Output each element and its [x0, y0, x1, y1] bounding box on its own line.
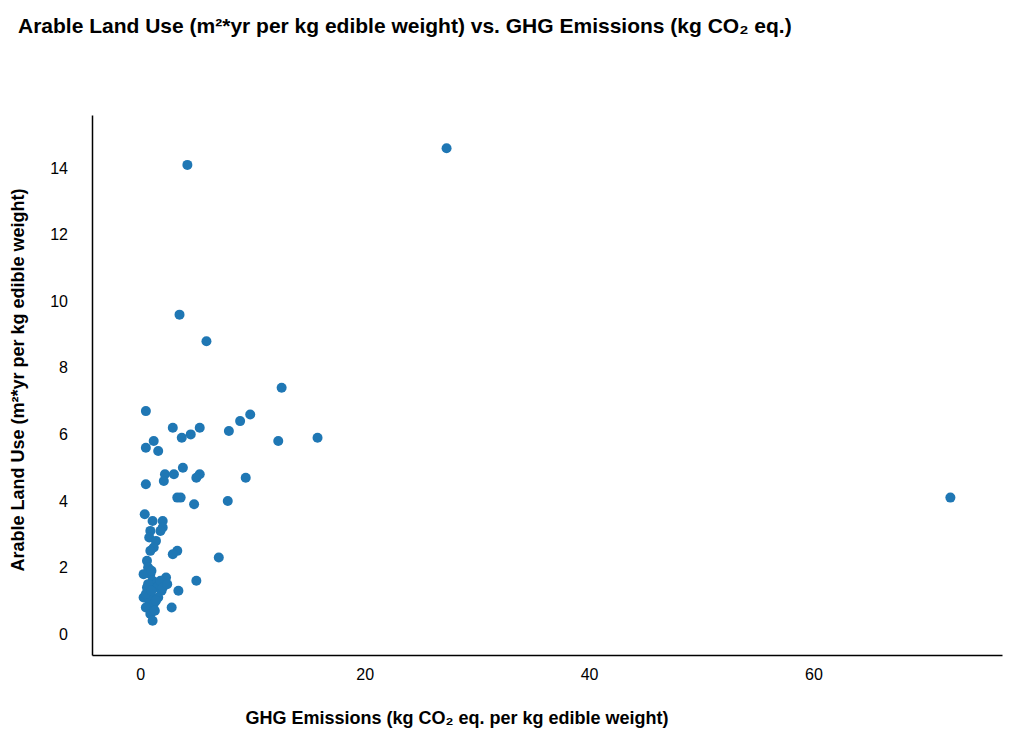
point [186, 429, 196, 439]
point [245, 409, 255, 419]
x-axis: 0 20 40 60 [93, 655, 1003, 683]
x-tick: 20 [356, 655, 374, 683]
point [168, 423, 178, 433]
x-tick: 60 [805, 655, 823, 683]
chart: 0 20 40 60 0 2 4 6 8 10 12 14 Arable Land Use (m²*yr… [0, 0, 1024, 736]
point [146, 586, 156, 596]
point [177, 433, 187, 443]
point [235, 416, 245, 426]
points [139, 143, 956, 625]
y-tick: 0 [59, 626, 92, 643]
y-tick-label: 6 [59, 426, 68, 443]
x-tick: 0 [136, 655, 145, 683]
point [191, 473, 201, 483]
point [277, 383, 287, 393]
point [313, 433, 323, 443]
point [224, 426, 234, 436]
point [149, 436, 159, 446]
y-axis: 0 2 4 6 8 10 12 14 [50, 116, 92, 656]
y-tick-label: 0 [59, 626, 68, 643]
point [189, 499, 199, 509]
point [153, 446, 163, 456]
point [191, 576, 201, 586]
point [145, 546, 155, 556]
y-tick: 10 [50, 293, 92, 310]
point [442, 143, 452, 153]
point [167, 602, 177, 612]
y-tick-label: 2 [59, 559, 68, 576]
point [176, 493, 186, 503]
point [155, 526, 165, 536]
y-tick-label: 14 [50, 160, 68, 177]
point [141, 443, 151, 453]
point [146, 566, 156, 576]
y-tick: 2 [59, 559, 92, 576]
point [141, 406, 151, 416]
point [195, 423, 205, 433]
point [273, 436, 283, 446]
x-tick: 40 [581, 655, 599, 683]
point [140, 509, 150, 519]
x-tick-label: 60 [805, 666, 823, 683]
point [175, 310, 185, 320]
y-axis-title: Arable Land Use (m²*yr per kg edible wei… [8, 188, 28, 571]
y-tick-label: 12 [50, 226, 68, 243]
point [241, 473, 251, 483]
point [178, 463, 188, 473]
point [173, 586, 183, 596]
y-tick-label: 4 [59, 493, 68, 510]
y-tick: 6 [59, 426, 92, 443]
point [151, 596, 161, 606]
point [168, 549, 178, 559]
x-axis-line [93, 655, 1003, 657]
y-tick: 14 [50, 160, 92, 177]
x-axis-title: GHG Emissions (kg CO₂ eq. per kg edible … [245, 708, 668, 728]
y-tick-label: 10 [50, 293, 68, 310]
x-tick-label: 20 [356, 666, 374, 683]
point [201, 336, 211, 346]
y-tick: 12 [50, 226, 92, 243]
point [159, 476, 169, 486]
point [223, 496, 233, 506]
y-tick: 8 [59, 359, 92, 376]
point [214, 553, 224, 563]
point [150, 606, 160, 616]
point [141, 479, 151, 489]
point [148, 516, 158, 526]
point [182, 160, 192, 170]
y-axis-line [92, 116, 94, 656]
point [148, 616, 158, 626]
x-tick-label: 40 [581, 666, 599, 683]
x-tick-label: 0 [136, 666, 145, 683]
point [162, 579, 172, 589]
point [169, 469, 179, 479]
title: Arable Land Use (m²*yr per kg edible wei… [18, 14, 792, 37]
y-tick: 4 [59, 493, 92, 510]
point [945, 493, 955, 503]
y-tick-label: 8 [59, 359, 68, 376]
